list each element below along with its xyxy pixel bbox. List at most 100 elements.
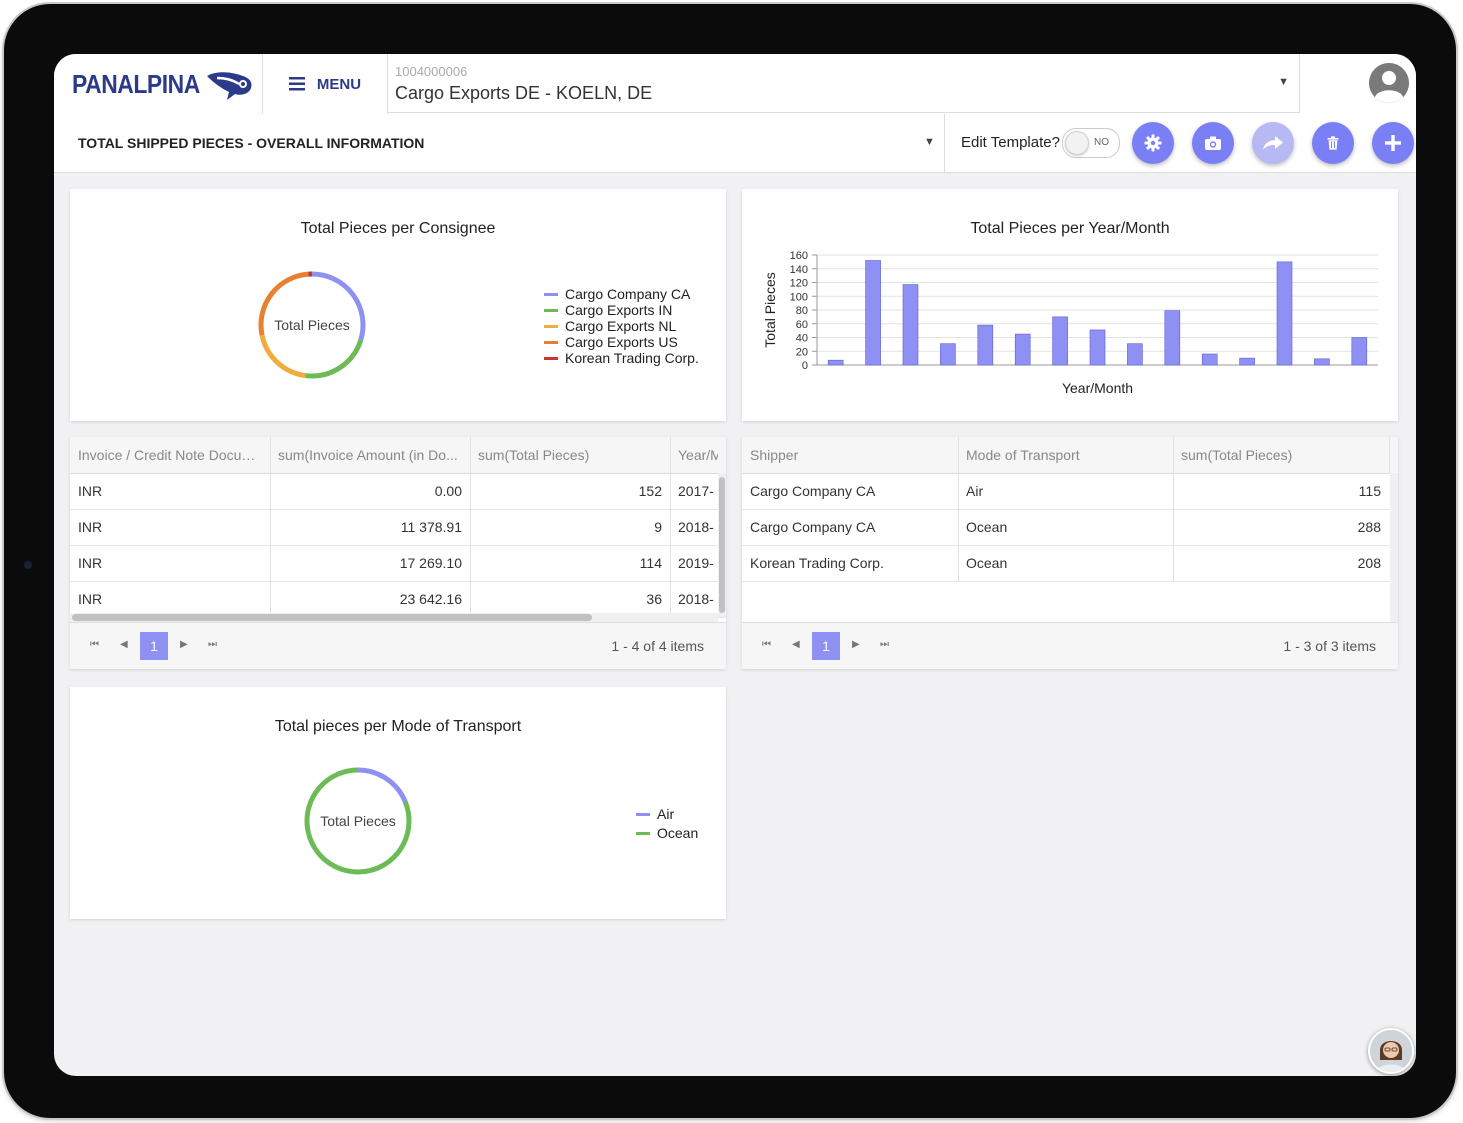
page-number[interactable]: 1 — [812, 632, 840, 660]
last-page-icon[interactable]: ⏭ — [208, 639, 217, 650]
month-chart-panel: Total Pieces per Year/Month 0 20 40 60 80 100… — [742, 189, 1398, 421]
top-bar: PANALPINA MENU 1004000006 Cargo Exp — [54, 54, 1416, 115]
column-header-total-pieces[interactable]: sum(Total Pieces) — [478, 447, 590, 463]
bar[interactable] — [902, 284, 919, 366]
donut-slice-cargo-exports-us[interactable] — [258, 271, 309, 336]
legend-label: Cargo Exports US — [565, 334, 678, 350]
bar[interactable] — [1164, 310, 1181, 366]
x-axis-label: Year/Month — [1062, 380, 1133, 396]
table-cell: 2018- — [678, 591, 714, 607]
column-divider — [270, 437, 271, 617]
user-avatar[interactable] — [1369, 63, 1409, 103]
menu-button[interactable]: MENU — [262, 54, 388, 114]
bar[interactable] — [1127, 343, 1143, 366]
column-header-invoice-amount[interactable]: sum(Invoice Amount (in Do... — [278, 447, 458, 463]
legend-item[interactable]: Cargo Exports IN — [544, 302, 699, 318]
horizontal-scrollbar-track[interactable] — [70, 613, 718, 622]
assistant-face-icon — [1370, 1030, 1412, 1072]
shipper-grid-pager: ⏮ ◀ 1 ▶ ⏭ 1 - 3 of 3 items — [742, 622, 1398, 669]
legend-swatch — [544, 324, 558, 328]
toolbar-divider — [944, 114, 945, 172]
bar[interactable] — [1201, 353, 1218, 366]
table-row[interactable]: INR 0.00 152 2017- — [70, 473, 726, 510]
page-number[interactable]: 1 — [140, 632, 168, 660]
bar[interactable] — [1351, 337, 1368, 366]
settings-button[interactable] — [1132, 122, 1174, 164]
view-caret-down-icon[interactable]: ▼ — [924, 136, 935, 148]
bar[interactable] — [940, 343, 956, 366]
shipper-grid: Shipper Mode of Transport sum(Total Piec… — [742, 437, 1398, 669]
column-header-invoice[interactable]: Invoice / Credit Note Docum... — [78, 447, 265, 463]
bar[interactable] — [1014, 333, 1031, 366]
donut-slice-ocean[interactable] — [304, 767, 412, 875]
donut-slice-air[interactable] — [357, 767, 408, 803]
company-name: Cargo Exports DE - KOELN, DE — [395, 83, 653, 103]
y-tick-label: 120 — [790, 278, 808, 290]
table-cell: 0.00 — [434, 483, 462, 499]
y-tick-label: 160 — [790, 250, 808, 262]
camera-icon — [1205, 136, 1221, 150]
vertical-scrollbar-thumb[interactable] — [719, 477, 725, 613]
first-page-icon[interactable]: ⏮ — [762, 639, 771, 650]
column-header-total-pieces[interactable]: sum(Total Pieces) — [1181, 447, 1293, 463]
bar[interactable] — [1239, 357, 1255, 366]
donut-slice-cargo-exports-in[interactable] — [305, 339, 364, 379]
tablet-frame: PANALPINA MENU 1004000006 Cargo Exp — [4, 4, 1456, 1118]
share-button[interactable] — [1252, 122, 1294, 164]
legend-label: Cargo Company CA — [565, 286, 691, 302]
hamburger-icon — [288, 77, 305, 91]
y-tick-label: 140 — [790, 264, 808, 276]
consignee-donut-chart: Total Pieces — [258, 271, 366, 379]
toggle-value: NO — [1094, 137, 1109, 148]
column-header-mode-of-transport[interactable]: Mode of Transport — [966, 447, 1080, 463]
legend-item[interactable]: Air — [636, 806, 698, 822]
bar[interactable] — [977, 324, 994, 366]
first-page-icon[interactable]: ⏮ — [90, 639, 99, 650]
bar[interactable] — [1276, 261, 1293, 366]
table-cell: 208 — [1357, 555, 1381, 571]
snapshot-button[interactable] — [1192, 122, 1234, 164]
next-page-icon[interactable]: ▶ — [180, 639, 188, 650]
table-row[interactable]: INR 11 378.91 9 2018- — [70, 509, 726, 546]
last-page-icon[interactable]: ⏭ — [880, 639, 889, 650]
vertical-scrollbar-track[interactable] — [1390, 473, 1398, 623]
table-cell: INR — [78, 519, 103, 535]
table-cell: 36 — [646, 591, 662, 607]
bar[interactable] — [1052, 316, 1068, 366]
add-button[interactable] — [1372, 122, 1414, 164]
user-icon — [1369, 63, 1409, 103]
vertical-scrollbar-track[interactable] — [718, 473, 726, 617]
donut-slice-cargo-exports-nl[interactable] — [259, 334, 306, 379]
share-arrow-icon — [1263, 136, 1283, 150]
column-header-shipper[interactable]: Shipper — [750, 447, 799, 463]
table-cell: 114 — [639, 555, 662, 571]
assistant-avatar[interactable] — [1368, 1028, 1414, 1074]
donut-center-label: Total Pieces — [274, 317, 349, 333]
edit-template-toggle[interactable]: NO — [1062, 128, 1120, 158]
prev-page-icon[interactable]: ◀ — [120, 639, 128, 650]
table-row[interactable]: Cargo Company CA Ocean 288 — [742, 509, 1398, 546]
horizontal-scrollbar-thumb[interactable] — [72, 614, 592, 621]
bar[interactable] — [1089, 329, 1106, 366]
table-row[interactable]: Cargo Company CA Air 115 — [742, 473, 1398, 510]
legend-item[interactable]: Cargo Company CA — [544, 286, 699, 302]
company-selector[interactable]: 1004000006 Cargo Exports DE - KOELN, DE … — [387, 54, 1300, 113]
panalpina-logo[interactable]: PANALPINA — [72, 66, 257, 102]
legend-item[interactable]: Cargo Exports US — [544, 334, 699, 350]
legend-swatch — [636, 812, 650, 816]
delete-button[interactable] — [1312, 122, 1354, 164]
table-row[interactable]: INR 17 269.10 114 2019- — [70, 545, 726, 582]
view-title[interactable]: TOTAL SHIPPED PIECES - OVERALL INFORMATI… — [78, 135, 425, 151]
legend-item[interactable]: Ocean — [636, 825, 698, 841]
table-row[interactable]: Korean Trading Corp. Ocean 208 — [742, 545, 1398, 582]
prev-page-icon[interactable]: ◀ — [792, 639, 800, 650]
legend-item[interactable]: Cargo Exports NL — [544, 318, 699, 334]
legend-item[interactable]: Korean Trading Corp. — [544, 350, 699, 366]
column-header-year-month[interactable]: Year/M — [678, 447, 718, 463]
bar[interactable] — [827, 359, 844, 366]
bar[interactable] — [1314, 358, 1330, 366]
bar[interactable] — [865, 260, 881, 366]
donut-slice-cargo-company-ca[interactable] — [311, 271, 366, 341]
y-tick-label: 60 — [796, 319, 808, 331]
next-page-icon[interactable]: ▶ — [852, 639, 860, 650]
